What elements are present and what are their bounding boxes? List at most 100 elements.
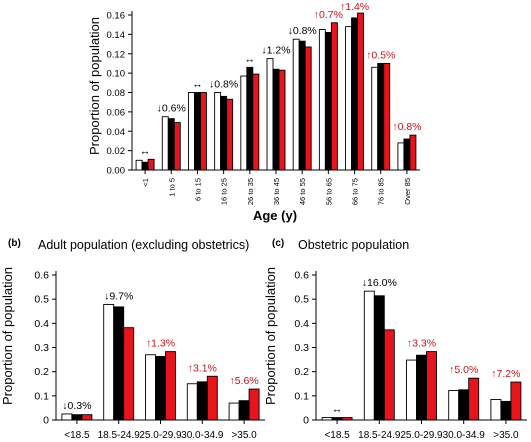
bar — [226, 98, 234, 171]
bar — [426, 351, 437, 421]
x-tick-label: 6 to 15 — [193, 178, 202, 201]
y-tick-label: 0 — [303, 415, 309, 427]
bar — [406, 359, 417, 421]
bar-annotation: ↑5.0% — [449, 364, 478, 376]
panel-a-ylabel: Proportion of population — [87, 17, 102, 155]
bar — [165, 351, 176, 421]
panel-a: Proportion of population Age (y) 0.00 0.0… — [87, 1, 422, 223]
panel-c-ylabel: Proportion of population — [263, 267, 278, 405]
y-tick-label: 0.6 — [294, 270, 309, 282]
x-tick-label: 30.0-34.9 — [181, 430, 224, 441]
bar — [468, 377, 480, 421]
x-tick-label: <18.5 — [64, 430, 90, 441]
x-tick-label: >35.0 — [493, 430, 519, 441]
bar — [161, 116, 169, 171]
y-tick-label: 0.4 — [34, 318, 49, 330]
bar — [377, 62, 385, 171]
bar — [383, 62, 391, 171]
bar — [448, 390, 460, 421]
y-tick-label: 0.1 — [34, 390, 49, 402]
bar — [304, 46, 312, 171]
bar — [214, 92, 222, 171]
y-tick-label: 0.06 — [107, 107, 126, 118]
bar — [278, 69, 286, 171]
bar — [123, 327, 135, 421]
y-tick-label: 0.2 — [294, 366, 309, 378]
bar — [220, 95, 228, 171]
panel-b: (b) Adult population (excluding obstetri… — [0, 238, 265, 441]
bar — [199, 92, 207, 171]
bar — [173, 122, 181, 171]
bar-annotation: ↑5.6% — [230, 375, 259, 387]
bar-annotation: ↑7.2% — [491, 368, 520, 380]
bar-annotation: ↓0.6% — [157, 103, 186, 115]
x-tick-label: 1 to 5 — [167, 178, 176, 197]
bar — [298, 40, 306, 171]
x-tick-label: Over 85 — [403, 178, 412, 205]
bar — [331, 417, 343, 421]
bar — [318, 29, 326, 171]
bar — [113, 306, 125, 421]
y-tick-label: 0.3 — [34, 342, 49, 354]
bar-annotation: ↓16.0% — [362, 277, 397, 289]
y-tick-label: 0 — [43, 415, 49, 427]
bar — [416, 354, 427, 421]
bar — [371, 66, 379, 171]
bar — [155, 355, 166, 421]
y-tick-label: 0.04 — [107, 127, 126, 138]
x-tick-label: >35.0 — [231, 430, 257, 441]
x-tick-label: 25.0-29.9 — [139, 430, 182, 441]
bar — [373, 295, 385, 421]
x-tick-label: 36 to 45 — [272, 178, 281, 205]
panel-c-label: (c) — [272, 238, 284, 249]
y-tick-label: 0.1 — [294, 390, 309, 402]
bar-annotation: ↑1.4% — [340, 1, 369, 13]
panel-a-xlabel: Age (y) — [253, 208, 297, 223]
bar-annotation: ↔ — [332, 404, 343, 416]
y-tick-label: 0.5 — [294, 294, 309, 306]
bar — [81, 414, 93, 421]
bar — [252, 73, 260, 171]
y-tick-label: 0.16 — [107, 11, 126, 22]
bar — [240, 75, 248, 171]
x-tick-label: 25.0-29.9 — [400, 430, 443, 441]
bar — [193, 92, 201, 171]
y-tick-label: 0.00 — [107, 166, 126, 177]
bar — [357, 12, 364, 171]
bar — [196, 381, 208, 421]
panel-b-ylabel: Proportion of population — [0, 267, 15, 405]
panel-c: (c) Obstetric population Proportion of p… — [263, 238, 527, 441]
x-tick-label: 16 to 25 — [220, 178, 229, 205]
y-tick-label: 0.14 — [107, 30, 126, 41]
bar-annotation: ↓0.3% — [62, 400, 91, 412]
bar — [321, 417, 333, 421]
bar — [246, 66, 254, 171]
bar-annotation: ↓0.8% — [288, 25, 317, 37]
bar — [135, 159, 143, 171]
bar — [238, 400, 250, 421]
x-tick-label: <1 — [141, 178, 150, 187]
y-tick-label: 0.3 — [294, 342, 309, 354]
bar — [345, 26, 352, 171]
bar-annotation: ↑0.8% — [392, 121, 421, 133]
y-tick-label: 0.10 — [107, 69, 126, 80]
x-tick-label: 18.5-24.9 — [358, 430, 401, 441]
panel-b-label: (b) — [8, 238, 21, 249]
bar-annotation: ↑0.7% — [314, 9, 343, 21]
bar — [383, 329, 395, 421]
bar — [458, 389, 470, 421]
panel-c-plot: 0 0.1 0.2 0.3 0.4 0.5 0.6 <18.5 ↔ 18.5-24.9 ↓16.0%… — [294, 270, 527, 441]
bar-annotation: ↑3.3% — [407, 338, 436, 350]
bar — [103, 304, 115, 421]
x-tick-label: 76 to 85 — [377, 178, 386, 205]
bar — [272, 68, 280, 171]
bar — [409, 134, 417, 171]
x-tick-label: 30.0-34.9 — [443, 430, 486, 441]
bar — [397, 142, 405, 171]
bar — [145, 354, 156, 421]
bar — [490, 399, 502, 421]
bar — [341, 417, 353, 421]
bar — [147, 158, 155, 171]
bar-annotation: ↑0.5% — [366, 49, 395, 61]
panel-c-title: Obstetric population — [298, 238, 409, 252]
